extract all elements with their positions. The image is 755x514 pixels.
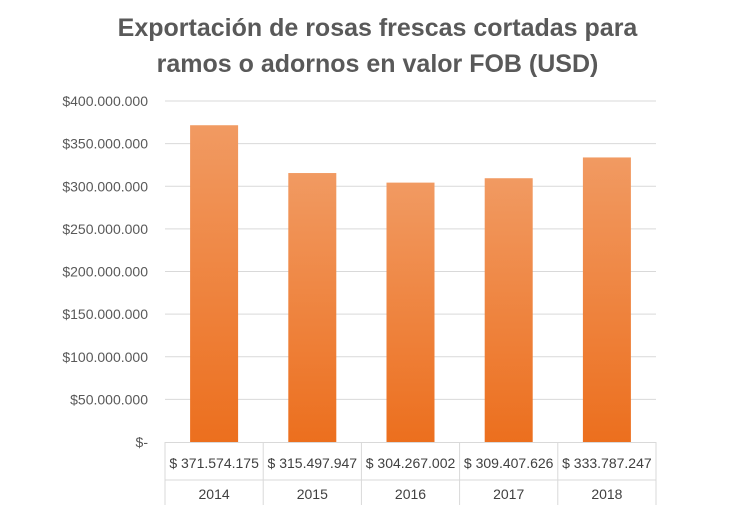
y-axis-ticks: $- $50.000.000 $100.000.000 $150.000.000 $20… <box>62 93 148 450</box>
y-tick-label: $- <box>136 434 149 450</box>
data-label: $ 304.267.002 <box>366 455 456 471</box>
chart-title-line-2: ramos o adornos en valor FOB (USD) <box>156 50 599 78</box>
category-label: 2014 <box>199 486 230 502</box>
data-label: $ 371.574.175 <box>169 455 259 471</box>
bar-2014 <box>190 125 239 442</box>
category-label: 2016 <box>395 486 426 502</box>
y-tick-label: $100.000.000 <box>62 349 148 365</box>
bars <box>190 125 631 443</box>
data-label: $ 309.407.626 <box>464 455 554 471</box>
y-tick-label: $350.000.000 <box>62 136 148 152</box>
data-table: $ 371.574.175 2014 $ 315.497.947 2015 $ 304.… <box>164 442 657 505</box>
y-tick-label: $300.000.000 <box>62 178 148 194</box>
bar-2017 <box>484 178 533 443</box>
chart-title-line-1: Exportación de rosas frescas cortadas pa… <box>117 14 638 42</box>
data-label: $ 315.497.947 <box>268 455 358 471</box>
data-label: $ 333.787.247 <box>562 455 652 471</box>
bar-2018 <box>582 157 631 443</box>
y-tick-label: $150.000.000 <box>62 306 148 322</box>
category-label: 2017 <box>493 486 524 502</box>
y-tick-label: $50.000.000 <box>70 391 148 407</box>
y-tick-label: $200.000.000 <box>62 264 148 280</box>
bar-2016 <box>386 182 435 443</box>
y-tick-label: $250.000.000 <box>62 221 148 237</box>
chart-title: Exportación de rosas frescas cortadas pa… <box>0 10 755 82</box>
category-label: 2015 <box>297 486 328 502</box>
y-tick-label: $400.000.000 <box>62 93 148 109</box>
bar-2015 <box>288 173 337 442</box>
category-label: 2018 <box>591 486 622 502</box>
